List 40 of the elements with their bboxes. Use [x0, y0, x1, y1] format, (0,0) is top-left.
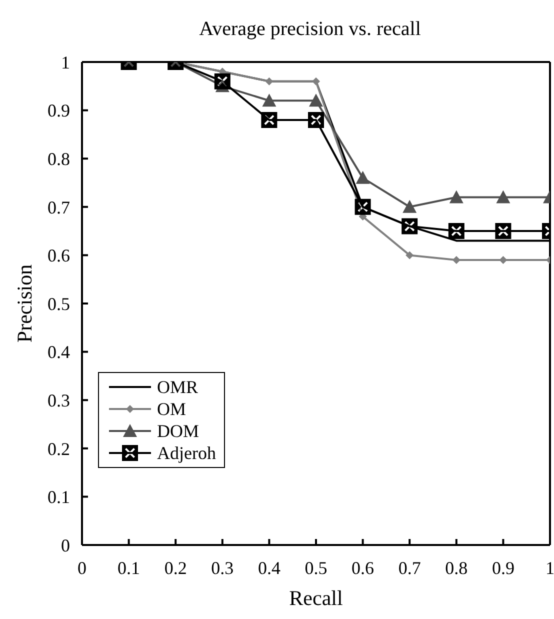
- y-axis-title: Precision: [12, 264, 36, 343]
- x-tick-label: 0.6: [352, 558, 374, 578]
- y-tick-label: 0.7: [48, 197, 70, 218]
- x-tick-label: 0.9: [492, 558, 514, 578]
- y-tick-label: 0.1: [48, 487, 70, 508]
- legend-label: DOM: [157, 420, 200, 442]
- x-tick-label: 1: [546, 558, 554, 578]
- x-tick-label: 0: [78, 558, 86, 578]
- point: [265, 77, 274, 86]
- y-tick-label: 0.9: [48, 100, 70, 121]
- y-tick-label: 0.4: [48, 342, 70, 362]
- point: [499, 256, 508, 264]
- y-tick-label: 0.5: [48, 294, 70, 314]
- x-tick-label: 0.2: [164, 558, 187, 578]
- point: [312, 77, 320, 86]
- y-tick-label: 1: [61, 52, 70, 72]
- x-tick-label: 0.5: [304, 558, 328, 578]
- x-tick-label: 0.3: [211, 558, 234, 578]
- point: [262, 94, 276, 107]
- legend-label: Adjeroh: [157, 442, 216, 464]
- x-tick-label: 0.8: [445, 558, 468, 578]
- x-axis-title: Recall: [289, 586, 343, 610]
- x-tick-label: 0.7: [398, 558, 421, 578]
- y-tick-label: 0.8: [48, 148, 70, 169]
- point: [402, 200, 417, 213]
- legend-label: OM: [157, 398, 186, 420]
- chart-title: Average precision vs. recall: [199, 18, 422, 40]
- y-tick-label: 0.6: [48, 246, 70, 266]
- y-tick-label: 0.3: [48, 390, 70, 410]
- legend-label: OMR: [157, 376, 198, 398]
- point: [496, 190, 510, 204]
- x-tick-label: 0.4: [258, 558, 280, 578]
- point: [309, 94, 323, 107]
- point: [406, 251, 414, 260]
- point: [356, 170, 370, 184]
- y-tick-label: 0.2: [48, 438, 70, 459]
- point: [452, 256, 460, 264]
- x-tick-label: 0.1: [118, 558, 140, 578]
- point: [449, 190, 464, 204]
- y-tick-label: 0: [61, 535, 70, 556]
